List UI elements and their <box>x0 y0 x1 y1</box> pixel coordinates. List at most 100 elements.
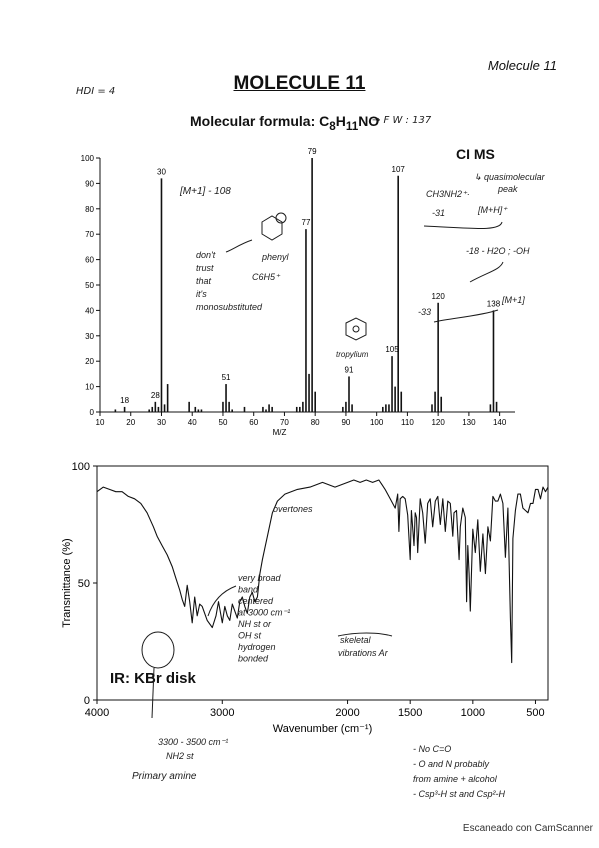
ms-peak-label: 120 <box>431 292 445 301</box>
formula-h: H <box>335 113 346 129</box>
ms-y-tick-label: 40 <box>85 306 94 315</box>
ms-peak-label: 138 <box>487 299 501 308</box>
note-mplus1-108: [M+1] - 108 <box>179 186 231 197</box>
ms-peak-label: 18 <box>120 396 129 405</box>
note-broad-band-line: bonded <box>238 654 269 664</box>
note-broad-band-line: centered <box>238 596 274 606</box>
ms-y-tick-label: 100 <box>81 154 95 163</box>
ms-y-tick-label: 0 <box>90 408 95 417</box>
ms-peak-label: 91 <box>345 365 354 374</box>
arrow-minus-31 <box>423 221 503 229</box>
ir-transmittance-line <box>96 479 549 664</box>
note-primary-amine: Primary amine <box>132 771 197 782</box>
ir-y-tick-label: 100 <box>72 461 90 473</box>
note-phenyl: phenyl <box>261 252 290 262</box>
note-dont-trust-line: monosubstituted <box>196 302 263 312</box>
page-title: MOLECULE 11 <box>233 73 366 94</box>
note-broad-band-line: band <box>238 585 259 595</box>
nh2-region-circle <box>141 631 175 669</box>
tropylium-sketch <box>345 317 367 341</box>
pointer-nh2-region <box>151 667 155 719</box>
ir-y-tick-label: 0 <box>84 695 90 707</box>
ir-x-tick-label: 3000 <box>210 707 234 719</box>
ms-y-tick-label: 10 <box>85 383 94 392</box>
hdi-note: HDI = 4 <box>76 86 116 97</box>
note-nh2-range: 3300 - 3500 cm⁻¹ <box>158 737 228 747</box>
ms-x-tick-label: 80 <box>311 418 320 427</box>
ms-x-tick-label: 140 <box>493 418 507 427</box>
ir-x-tick-label: 1500 <box>398 707 422 719</box>
ms-x-tick-label: 20 <box>126 418 135 427</box>
note-minus-33: -33 <box>418 307 431 317</box>
formula-c-count: 8 <box>329 119 336 133</box>
ms-y-tick-label: 60 <box>85 256 94 265</box>
arrow-phenyl <box>225 239 253 253</box>
arrow-minus-33 <box>433 309 499 323</box>
note-conclusion-line: - O and N probably <box>413 759 490 769</box>
ir-x-tick-label: 4000 <box>85 707 109 719</box>
ir-mode-label: IR: KBr disk <box>110 670 196 687</box>
ir-x-tick-label: 500 <box>526 707 544 719</box>
scanner-watermark: Escaneado con CamScanner <box>462 823 593 834</box>
tropylium-ring <box>352 325 360 333</box>
ms-x-tick-label: 130 <box>462 418 476 427</box>
ir-y-axis-label: Transmittance (%) <box>61 538 73 627</box>
ms-x-tick-label: 110 <box>401 418 414 427</box>
bracket-skeletal <box>337 632 393 637</box>
ms-x-tick-label: 120 <box>431 418 445 427</box>
formula-weight-note: → F W : 137 <box>372 115 432 126</box>
ms-peak-label: 105 <box>385 345 399 354</box>
ir-x-tick-label: 2000 <box>335 707 359 719</box>
ms-peak-label: 79 <box>308 147 317 156</box>
ir-y-tick-label: 50 <box>78 578 90 590</box>
ms-x-tick-label: 40 <box>188 418 197 427</box>
arrow-broad-band <box>207 585 237 617</box>
note-m-plus-h: [M+H]⁺ <box>477 205 508 215</box>
note-conclusion-line: - No C=O <box>413 744 451 754</box>
ms-y-tick-label: 50 <box>85 281 94 290</box>
ms-x-tick-label: 100 <box>370 418 384 427</box>
ms-x-tick-label: 30 <box>157 418 166 427</box>
note-peak: peak <box>497 184 518 194</box>
ms-peak-label: 77 <box>302 218 311 227</box>
ms-peak-label: 30 <box>157 167 166 176</box>
note-minus-18: -18 - H2O ; -OH <box>466 246 530 256</box>
ir-x-tick-label: 1000 <box>461 707 485 719</box>
note-ch3nh2: CH3NH2⁺· <box>426 189 470 199</box>
note-skeletal: skeletal <box>340 635 372 645</box>
ms-x-tick-label: 50 <box>219 418 228 427</box>
ms-y-tick-label: 70 <box>85 230 94 239</box>
note-broad-band-line: at 3000 cm⁻¹ <box>238 608 290 618</box>
note-broad-band-line: very broad <box>238 573 282 583</box>
cation-symbol <box>275 212 287 224</box>
note-quasimolecular: ↳ quasimolecular <box>474 172 546 182</box>
ms-y-tick-label: 30 <box>85 332 94 341</box>
note-c6h5: C6H5⁺ <box>252 272 281 282</box>
formula-h-count: 11 <box>345 119 359 133</box>
ms-y-tick-label: 20 <box>85 357 94 366</box>
ms-x-tick-label: 10 <box>96 418 105 427</box>
note-conclusion-line: - Csp³-H st and Csp²-H <box>413 789 506 799</box>
note-broad-band-line: hydrogen <box>238 642 276 652</box>
ms-mode-label: CI MS <box>456 146 495 162</box>
molecular-formula: Molecular formula: C8H11NO <box>190 113 379 133</box>
ms-y-tick-label: 80 <box>85 205 94 214</box>
formula-prefix: Molecular formula: C <box>190 113 330 129</box>
note-dont-trust-line: that <box>196 276 212 286</box>
page-corner-tag: Molecule 11 <box>487 58 557 73</box>
note-mplus1-138: [M+1] <box>501 295 525 305</box>
note-nh2-st: NH2 st <box>166 751 194 761</box>
note-conclusion-line: from amine + alcohol <box>413 774 498 784</box>
formula-suffix: NO <box>358 113 380 129</box>
ms-x-tick-label: 60 <box>249 418 258 427</box>
ir-x-axis-label: Wavenumber (cm⁻¹) <box>273 723 373 735</box>
note-tropylium: tropylium <box>336 350 369 359</box>
note-minus-31: -31 <box>432 208 445 218</box>
note-overtones: overtones <box>273 504 313 514</box>
arrow-minus-18 <box>469 261 504 283</box>
note-broad-band-line: OH st <box>238 631 262 641</box>
ms-x-tick-label: 90 <box>341 418 350 427</box>
